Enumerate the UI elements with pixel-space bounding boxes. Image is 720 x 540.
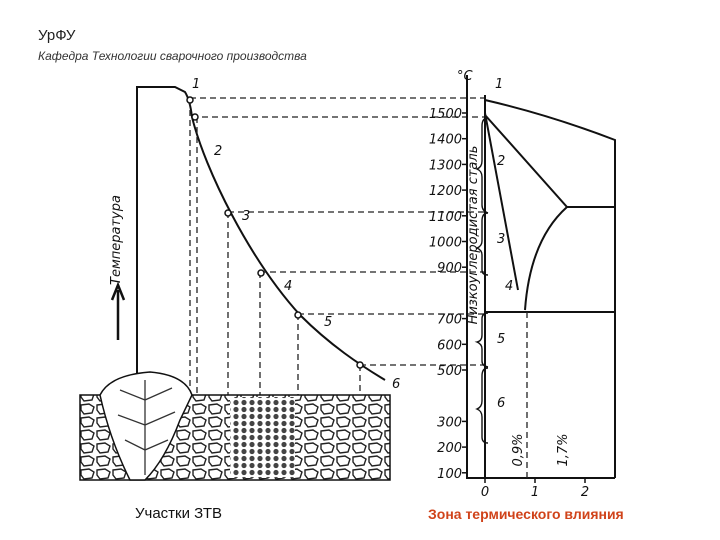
- temperature-tick-label: 1000: [429, 236, 462, 251]
- point-label: 3: [242, 209, 250, 224]
- unit: °C: [457, 69, 474, 84]
- right-caption: Зона термического влияния: [428, 506, 624, 522]
- zone-label: 2: [497, 154, 505, 169]
- x-tick-label: 0: [481, 485, 489, 500]
- weld-bead: [99, 371, 193, 481]
- points: [186, 96, 364, 369]
- x-tick-label: 2: [581, 485, 589, 500]
- point-label: 6: [392, 377, 400, 392]
- point-label: 1: [192, 77, 200, 92]
- x-tick-label: 1: [531, 485, 539, 500]
- left-diagram: Температура 1 2 3 4 5 6: [79, 77, 485, 481]
- zone-label: 3: [497, 232, 505, 247]
- zone-label: 6: [497, 396, 505, 411]
- temperature-tick-label: 300: [437, 415, 462, 430]
- temperature-tick-label: 600: [437, 338, 462, 353]
- carbon-label: 1,7%: [556, 433, 571, 466]
- temperature-tick-label: 1500: [429, 107, 462, 122]
- temperature-tick-label: 900: [437, 261, 462, 276]
- carbon-label: 0,9%: [511, 433, 526, 466]
- zone-label: 4: [505, 279, 513, 294]
- braces: [474, 117, 489, 444]
- point-label: 2: [214, 144, 222, 159]
- temperature-tick-label: 700: [437, 313, 462, 328]
- point-label: 5: [324, 315, 332, 330]
- fine-grain-zone: [230, 397, 295, 478]
- steel-label: Низкоуглеродистая сталь: [466, 146, 481, 325]
- zone-label: 1: [495, 77, 503, 92]
- temperature-tick-label: 200: [437, 441, 462, 456]
- header-title: УрФУ: [38, 27, 76, 44]
- left-caption: Участки ЗТВ: [135, 505, 223, 522]
- temperature-tick-label: 1300: [429, 158, 462, 173]
- temperature-tick-label: 1400: [429, 133, 462, 148]
- dendrites: [117, 380, 176, 475]
- cooling-curve: [136, 86, 386, 381]
- axis-label: Температура: [109, 195, 124, 285]
- zone-label: 5: [497, 332, 505, 347]
- point-label: 4: [284, 279, 292, 294]
- temperature-tick-label: 500: [437, 364, 462, 379]
- header-subtitle: Кафедра Технологии сварочного производст…: [38, 49, 307, 63]
- axis-arrow: [110, 281, 126, 340]
- temperature-tick-label: 100: [437, 467, 462, 482]
- temperature-tick-label: 1100: [429, 210, 462, 225]
- right-diagram: °C 1 2 3 4 5 6 Низкоуглеродистая сталь 0…: [429, 69, 616, 500]
- temperature-tick-label: 1200: [429, 184, 462, 199]
- projection-lines: [189, 97, 485, 395]
- phase-lines: [466, 75, 616, 479]
